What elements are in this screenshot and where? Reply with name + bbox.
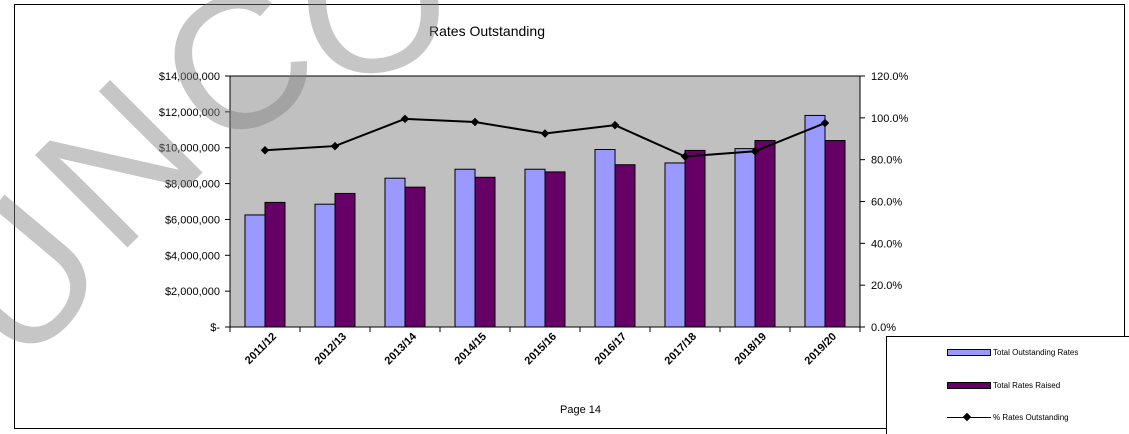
y-right-tick-label: 60.0% xyxy=(871,197,902,209)
bar-raised xyxy=(824,140,846,328)
bar-outstanding xyxy=(314,203,336,328)
legend-entry-outstanding: Total Outstanding Rates xyxy=(947,345,1078,359)
legend: Total Outstanding Rates Total Rates Rais… xyxy=(886,336,1129,434)
y-right-tick-label: 40.0% xyxy=(871,238,902,250)
x-tick-label: 2011/12 xyxy=(243,331,279,367)
page-number: Page 14 xyxy=(560,404,601,416)
chart-frame xyxy=(14,4,1125,429)
y-right-tick-label: 120.0% xyxy=(871,71,909,83)
bar-series xyxy=(244,114,846,328)
y-left-tick-label: $12,000,000 xyxy=(159,107,220,119)
legend-label-raised: Total Rates Raised xyxy=(993,380,1061,390)
legend-label-outstanding: Total Outstanding Rates xyxy=(993,347,1079,357)
y-left-tick-label: $14,000,000 xyxy=(159,71,220,83)
x-tick-label: 2014/15 xyxy=(453,331,490,368)
legend-swatch-outstanding xyxy=(947,348,991,356)
y-right-tick-label: 0.0% xyxy=(871,322,896,334)
y-left-tick-label: $10,000,000 xyxy=(159,143,220,155)
y-left-tick-label: $6,000,000 xyxy=(165,214,220,226)
bar-raised xyxy=(474,176,496,328)
bar-raised xyxy=(614,164,636,328)
x-tick-label: 2015/16 xyxy=(523,331,560,368)
percent-point xyxy=(470,117,480,127)
bar-outstanding xyxy=(804,114,826,328)
legend-marker-percent xyxy=(947,413,991,422)
y-right-tick-label: 20.0% xyxy=(871,280,902,292)
bar-outstanding xyxy=(454,168,476,328)
legend-entry-raised: Total Rates Raised xyxy=(947,378,1060,392)
y-axis-right: 0.0% 20.0% 40.0% 60.0% 80.0% 100.0% 120.0% xyxy=(860,71,909,334)
percent-point xyxy=(400,114,410,124)
bar-outstanding xyxy=(244,214,266,328)
chart-title: Rates Outstanding xyxy=(429,23,545,39)
legend-entry-percent: % Rates Outstanding xyxy=(947,410,1069,424)
bar-raised xyxy=(754,140,776,328)
bar-outstanding xyxy=(384,177,406,328)
y-axis-left: $- $2,000,000 $4,000,000 $6,000,000 $8,000,0… xyxy=(159,71,230,334)
x-tick-label: 2018/19 xyxy=(733,331,770,368)
x-tick-label: 2016/17 xyxy=(593,331,630,368)
bar-raised xyxy=(684,149,706,328)
bar-outstanding xyxy=(664,162,686,328)
bar-outstanding xyxy=(594,149,616,328)
y-right-tick-label: 100.0% xyxy=(871,113,909,125)
bar-raised xyxy=(544,171,566,328)
x-axis: 2011/12 2012/13 2013/14 2014/15 2015/16 2016/… xyxy=(229,327,861,368)
y-left-tick-label: $- xyxy=(210,322,220,334)
y-left-tick-label: $8,000,000 xyxy=(165,179,220,191)
y-left-tick-label: $4,000,000 xyxy=(165,250,220,262)
x-tick-label: 2019/20 xyxy=(803,331,840,368)
bar-raised xyxy=(404,186,426,328)
y-left-tick-label: $2,000,000 xyxy=(165,286,220,298)
legend-swatch-raised xyxy=(947,381,991,389)
bar-raised xyxy=(334,192,356,328)
x-tick-label: 2017/18 xyxy=(663,331,700,368)
percent-point xyxy=(260,146,270,155)
bar-outstanding xyxy=(734,148,756,328)
y-right-tick-label: 80.0% xyxy=(871,155,902,167)
x-tick-label: 2012/13 xyxy=(313,331,350,368)
percent-point xyxy=(330,141,340,151)
bar-outstanding xyxy=(524,168,546,328)
bar-raised xyxy=(264,201,286,328)
legend-label-percent: % Rates Outstanding xyxy=(993,412,1069,422)
x-tick-label: 2013/14 xyxy=(383,330,420,367)
